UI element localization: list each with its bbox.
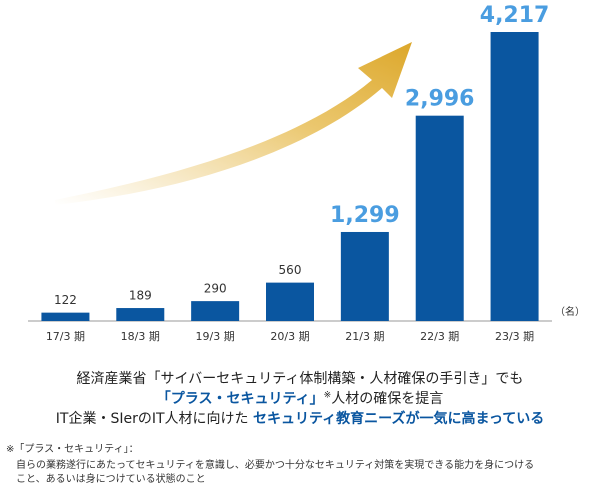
x-tick-label: 17/3 期 (46, 330, 85, 343)
caption-line: 経済産業省「サイバーセキュリティ体制構築・人材確保の手引き」でも (0, 368, 600, 388)
caption-line: IT企業・SIerのIT人材に向けた セキュリティ教育ニーズが一気に高まっている (0, 408, 600, 428)
unit-label: （名） (555, 305, 585, 318)
x-tick-label: 23/3 期 (495, 330, 534, 343)
value-label: 122 (54, 293, 77, 307)
bar (116, 308, 165, 321)
caption-highlight: 「プラス・セキュリティ」 (156, 391, 324, 407)
chart: （名） 17/3 期 122 18/3 期 189 19/3 期 290 20/3 期 560… (28, 3, 585, 343)
bar (266, 282, 314, 321)
caption-text: 人材の確保を提言 (331, 391, 444, 407)
caption-line: 「プラス・セキュリティ」※人材の確保を提言 (0, 388, 600, 408)
caption-note-mark: ※ (323, 390, 332, 401)
x-tick-label: 18/3 期 (121, 330, 160, 343)
footnote-text: こと、あるいは身につけている状態のこと (16, 474, 206, 485)
caption-highlight: セキュリティ教育ニーズが一気に高まっている (253, 411, 545, 427)
trend-arrow (55, 42, 412, 205)
x-tick-label: 19/3 期 (196, 330, 235, 343)
caption-text: 経済産業省「サイバーセキュリティ体制構築・人材確保の手引き」でも (76, 371, 524, 387)
x-tick-label: 20/3 期 (270, 330, 309, 343)
value-label: 290 (204, 282, 227, 296)
footnote-title: ※「プラス・セキュリティ」： (6, 444, 139, 455)
bar (415, 115, 464, 321)
x-tick-label: 21/3 期 (345, 330, 384, 343)
value-label: 2,996 (405, 87, 475, 112)
caption-text: IT企業・SIerのIT人材に向けた (55, 411, 253, 427)
footnote-text: 自らの業務遂行にあたってセキュリティを意識し、必要かつ十分なセキュリティ対策を実… (16, 460, 535, 471)
bar (41, 312, 90, 321)
bar (191, 301, 240, 321)
value-label: 1,299 (330, 203, 400, 228)
bar (340, 231, 389, 321)
value-label: 560 (279, 263, 302, 277)
x-tick-label: 22/3 期 (420, 330, 459, 343)
value-label: 189 (129, 289, 152, 303)
bar (490, 32, 539, 321)
value-label: 4,217 (480, 3, 550, 28)
